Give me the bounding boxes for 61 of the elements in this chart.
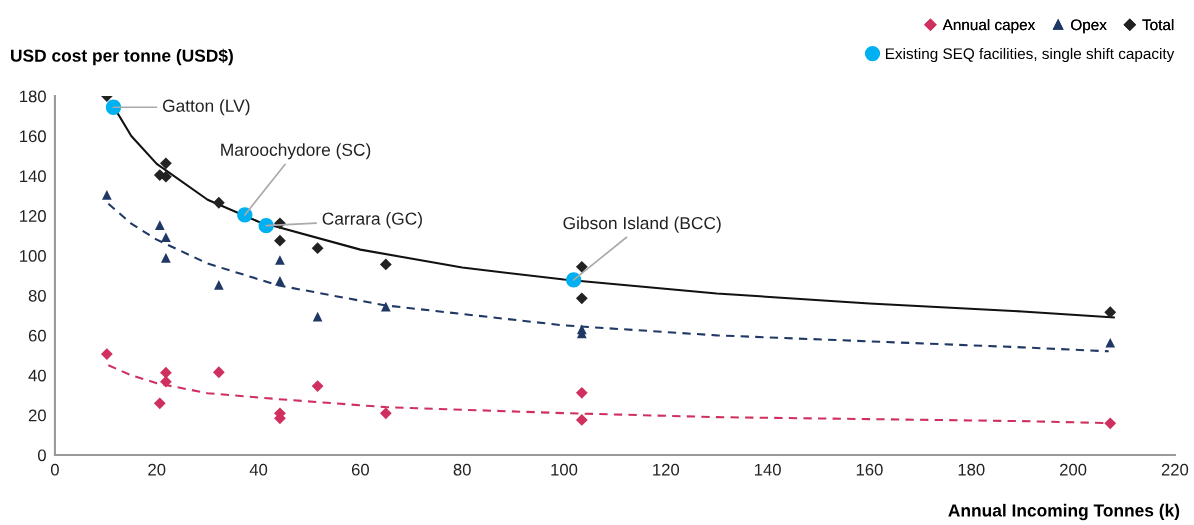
point [101, 190, 112, 200]
point [380, 301, 391, 312]
x-tick-label: 180 [958, 463, 985, 476]
annotation: Carrara (GC) [322, 212, 422, 229]
point [161, 252, 171, 263]
x-tick-label: 80 [453, 463, 471, 476]
x-tick-label: 40 [249, 463, 268, 476]
point [1104, 417, 1117, 430]
point [212, 196, 225, 209]
point [212, 366, 225, 379]
y-tick-label: 160 [20, 130, 46, 143]
x-tick-label: 0 [50, 463, 59, 476]
point [1105, 337, 1116, 348]
legend-label: Total [1142, 19, 1174, 31]
point [575, 414, 588, 426]
point [1104, 306, 1117, 319]
point [379, 407, 392, 420]
y-tick-label: 180 [20, 90, 46, 103]
x-axis-title: Annual Incoming Tonnes (k) [948, 503, 1180, 521]
x-tick-label: 200 [1060, 463, 1087, 476]
y-tick-label: 140 [20, 170, 46, 183]
point [153, 397, 166, 410]
line-series [107, 202, 1110, 353]
point [100, 348, 113, 361]
x-tick-label: 140 [755, 463, 781, 476]
point [160, 366, 172, 379]
legend-label: Annual capex [942, 19, 1036, 34]
x-tick-label: 160 [856, 463, 883, 476]
point [275, 276, 285, 286]
point [237, 207, 253, 223]
point [160, 157, 172, 170]
point [213, 280, 224, 290]
annotation: Gatton (LV) [162, 99, 250, 116]
annotation: Gibson Island (BCC) [563, 216, 721, 233]
point [154, 220, 165, 230]
point [311, 242, 324, 255]
legend-label: Existing SEQ facilities, single shift capacity [886, 47, 1175, 63]
y-tick-label: 80 [28, 289, 46, 302]
y-tick-label: 40 [28, 369, 46, 382]
point [275, 255, 285, 265]
point [258, 218, 274, 234]
x-tick-label: 20 [148, 463, 166, 476]
point [161, 232, 171, 243]
y-tick-label: 100 [20, 250, 46, 262]
point [575, 292, 588, 305]
point [311, 380, 324, 392]
x-tick-label: 120 [653, 463, 680, 476]
annotation: Maroochydore (SC) [221, 143, 371, 160]
y-tick-label: 0 [37, 449, 46, 462]
point [575, 260, 588, 273]
y-tick-label: 120 [20, 210, 46, 222]
point [379, 258, 392, 271]
point [274, 234, 286, 247]
point [575, 386, 588, 399]
y-tick-label: 20 [28, 409, 46, 422]
x-tick-label: 60 [351, 463, 369, 476]
y-axis-title: USD cost per tonne (USD$) [11, 48, 233, 66]
legend-label: Opex [1071, 19, 1107, 34]
x-tick-label: 220 [1161, 463, 1189, 476]
y-tick-label: 60 [28, 329, 46, 342]
x-tick-label: 100 [551, 463, 578, 476]
